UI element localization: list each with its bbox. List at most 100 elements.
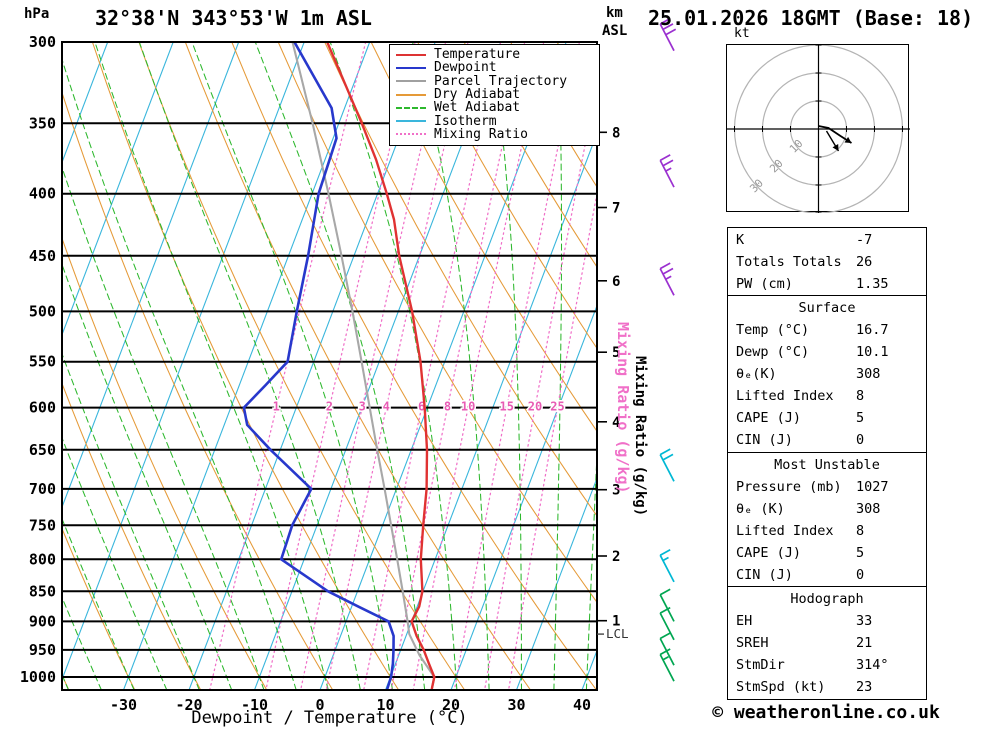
legend-line-sample <box>396 106 426 109</box>
mixing-ratio-value-label: 1 <box>273 400 280 414</box>
legend-line-sample <box>396 133 426 136</box>
legend-entry: Parcel Trajectory <box>396 75 595 88</box>
stat-value: 10.1 <box>856 344 889 360</box>
stat-label: Totals Totals <box>736 253 842 270</box>
stat-value: 26 <box>856 253 873 270</box>
stats-table: Surface Temp (°C) 16.7 Dewp (°C) 10.1 θₑ(K) 30… <box>727 295 927 453</box>
mixing-ratio-value-label: 10 <box>461 400 475 414</box>
indices-panel: K -7 Totals Totals 26 PW (cm) 1.35 Surface Temp… <box>727 226 927 700</box>
legend-label: Dry Adiabat <box>434 87 521 103</box>
legend-line-sample <box>396 53 426 56</box>
mixing-ratio-value-label: 15 <box>499 400 513 414</box>
stat-value: 23 <box>856 679 873 695</box>
mixing-ratio-value-label: 8 <box>444 400 451 414</box>
pressure-tick-label: 950 <box>29 641 56 659</box>
legend-label: Wet Adiabat <box>434 100 521 116</box>
hodograph-unit-label: kt <box>734 26 750 41</box>
stat-row: SREH 21 <box>728 632 926 654</box>
stat-value: 5 <box>856 410 865 426</box>
stat-value: 0 <box>856 432 865 448</box>
wind-barb <box>659 606 675 641</box>
legend-label: Parcel Trajectory <box>434 73 568 89</box>
stat-label: StmDir <box>736 657 785 673</box>
pressure-tick-label: 650 <box>29 441 56 459</box>
legend-line-sample <box>396 120 426 123</box>
hodograph-trace <box>818 125 852 144</box>
pressure-tick-label: 750 <box>29 516 56 534</box>
copyright-label: © weatheronline.co.uk <box>712 702 940 723</box>
stat-row: StmDir 314° <box>728 654 926 676</box>
legend-entry: Isotherm <box>396 114 595 128</box>
mixing-ratio-value-label: 3 <box>359 400 366 414</box>
legend-label: Mixing Ratio <box>434 126 528 142</box>
stat-row: Lifted Index 8 <box>728 520 926 542</box>
stat-label: EH <box>736 613 753 629</box>
mixing-ratio-axis-label-pink: Mixing Ratio (g/kg) <box>614 322 632 494</box>
legend-entry: Dewpoint <box>396 61 595 74</box>
mixing-ratio-value-label: 2 <box>326 400 333 414</box>
legend-line-sample <box>396 66 426 69</box>
pressure-tick-label: 600 <box>29 399 56 417</box>
km-tick-label: 2 <box>612 549 620 565</box>
mixing-ratio-value-label: 6 <box>418 400 425 414</box>
stat-row: Dewp (°C) 10.1 <box>728 341 926 363</box>
parcel-trajectory-curve <box>291 42 436 690</box>
wind-barb <box>659 632 675 666</box>
lcl-label: LCL <box>606 626 629 641</box>
stat-value: 33 <box>856 613 873 629</box>
km-unit-label: km <box>606 5 623 21</box>
pressure-tick-label: 450 <box>29 247 56 265</box>
stat-label: Lifted Index <box>736 522 834 539</box>
stat-value: 8 <box>856 388 865 404</box>
mixing-ratio-axis-label: Mixing Ratio (g/kg) <box>632 356 648 517</box>
station-title: 32°38'N 343°53'W 1m ASL <box>95 6 372 30</box>
km-tick-label: 7 <box>612 201 620 217</box>
legend-label: Temperature <box>434 47 521 63</box>
stat-label: SREH <box>736 635 769 651</box>
stats-section-title: Hodograph <box>790 591 864 607</box>
stat-label: θₑ(K) <box>736 366 777 382</box>
stat-value: 1027 <box>856 478 889 495</box>
run-datetime-title: 25.01.2026 18GMT (Base: 18) <box>648 6 974 30</box>
wind-barb <box>659 588 675 622</box>
stats-table: Most Unstable Pressure (mb) 1027 θₑ (K) 308 L… <box>727 451 927 588</box>
stat-row: CIN (J) 0 <box>728 564 926 586</box>
stat-value: 308 <box>856 500 881 517</box>
stat-value: 8 <box>856 522 865 539</box>
stat-row: Temp (°C) 16.7 <box>728 319 926 341</box>
stat-row: Pressure (mb) 1027 <box>728 476 926 498</box>
x-axis-label: Dewpoint / Temperature (°C) <box>191 708 468 728</box>
stat-label: StmSpd (kt) <box>736 679 826 695</box>
wind-barb <box>659 648 675 682</box>
stat-row: StmSpd (kt) 23 <box>728 676 926 698</box>
stat-value: 314° <box>856 657 889 673</box>
wind-barb <box>659 154 675 188</box>
pressure-unit-label: hPa <box>24 6 50 22</box>
stat-label: CIN (J) <box>736 432 793 448</box>
temp-tick-label: -20 <box>175 696 202 714</box>
stat-row: CAPE (J) 5 <box>728 407 926 429</box>
stat-value: 308 <box>856 366 881 382</box>
temp-tick-label: 40 <box>573 696 591 714</box>
stat-row: θₑ (K) 308 <box>728 498 926 520</box>
pressure-tick-label: 400 <box>29 185 56 203</box>
stat-value: 0 <box>856 566 865 583</box>
stat-label: Lifted Index <box>736 388 834 404</box>
stat-row: Lifted Index 8 <box>728 385 926 407</box>
mixing-ratio-value-label: 25 <box>550 400 564 414</box>
legend-entry: Wet Adiabat <box>396 101 595 114</box>
wind-barb <box>659 262 675 296</box>
stat-row: CAPE (J) 5 <box>728 542 926 564</box>
stat-label: PW (cm) <box>736 275 793 292</box>
stats-section-title: Most Unstable <box>774 456 880 473</box>
km-tick-label: 4 <box>612 415 620 431</box>
legend-entry: Dry Adiabat <box>396 88 595 101</box>
stat-value: -7 <box>856 231 873 248</box>
stat-label: Pressure (mb) <box>736 478 842 495</box>
stat-label: θₑ (K) <box>736 500 785 517</box>
temp-tick-label: 0 <box>315 696 324 714</box>
temp-tick-label: 10 <box>376 696 394 714</box>
wind-barb <box>659 17 677 52</box>
km-tick-label: 3 <box>612 483 620 499</box>
